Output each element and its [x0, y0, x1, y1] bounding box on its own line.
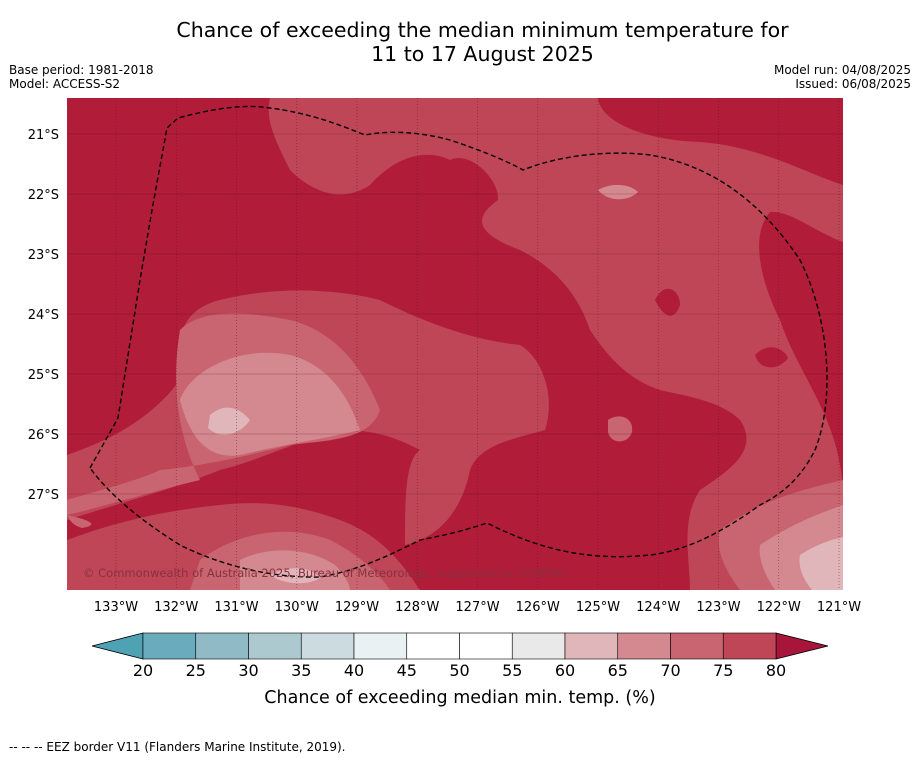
chart-title: Chance of exceeding the median minimum t…	[0, 18, 919, 66]
contour-75-80-top	[268, 98, 843, 590]
colorbar-tick-label: 50	[449, 661, 469, 680]
lon-tick-label: 122°W	[757, 600, 801, 615]
colorbar-tick-label: 25	[186, 661, 206, 680]
colorbar-segment	[511, 632, 566, 660]
title-line-2: 11 to 17 August 2025	[371, 42, 594, 66]
base-period: Base period: 1981-2018	[9, 63, 154, 77]
lon-tick-label: 128°W	[395, 600, 439, 615]
latitude-labels: 21°S 22°S 23°S 24°S 25°S 26°S 27°S	[28, 128, 59, 503]
lon-tick-label: 129°W	[335, 600, 379, 615]
contour-60-65-bottom	[270, 568, 320, 584]
contour-70-75-center	[608, 416, 633, 442]
lon-tick-label: 121°W	[817, 600, 861, 615]
meta-left: Base period: 1981-2018 Model: ACCESS-S2	[9, 63, 154, 91]
lat-tick-label: 22°S	[28, 188, 59, 203]
lat-tick-label: 21°S	[28, 128, 59, 143]
contour-80-spot-2	[755, 347, 788, 368]
lon-tick-label: 132°W	[154, 600, 198, 615]
lat-tick-label: 24°S	[28, 308, 59, 323]
contour-70-75-top-left	[67, 515, 92, 528]
lat-tick-label: 23°S	[28, 248, 59, 263]
colorbar-segment	[195, 632, 249, 660]
footer-legend: -- -- -- EEZ border V11 (Flanders Marine…	[9, 740, 346, 754]
colorbar-tick-label: 60	[555, 661, 575, 680]
lon-tick-label: 127°W	[455, 600, 499, 615]
lon-tick-label: 133°W	[94, 600, 138, 615]
lat-tick-label: 27°S	[28, 488, 59, 503]
colorbar-tick-label: 65	[608, 661, 628, 680]
lat-tick-label: 25°S	[28, 368, 59, 383]
colorbar-title: Chance of exceeding median min. temp. (%…	[264, 688, 655, 708]
colorbar-segment	[722, 632, 777, 660]
colorbar-tick-label: 40	[344, 661, 364, 680]
lon-tick-label: 124°W	[636, 600, 680, 615]
issued-date: Issued: 06/08/2025	[795, 77, 911, 91]
longitude-labels: 133°W 132°W 131°W 130°W 129°W 128°W 127°W 126°W…	[94, 600, 861, 615]
colorbar-segment	[670, 632, 724, 660]
colorbar-segment	[459, 632, 513, 660]
contour-80-spot-1	[655, 288, 680, 316]
model-name: Model: ACCESS-S2	[9, 77, 121, 91]
colorbar-tick-label: 75	[713, 661, 733, 680]
lon-tick-label: 131°W	[214, 600, 258, 615]
colorbar-segment	[300, 632, 355, 660]
colorbar-tick-label: 55	[502, 661, 522, 680]
map-area: © Commonwealth of Australia 2025, Bureau…	[67, 98, 843, 590]
model-run: Model run: 04/08/2025	[773, 63, 911, 77]
colorbar-segment	[564, 632, 619, 660]
lon-tick-label: 130°W	[275, 600, 319, 615]
colorbar-over-arrow	[775, 632, 829, 660]
colorbar-tick-label: 35	[291, 661, 311, 680]
meta-right: Model run: 04/08/2025 Issued: 06/08/2025	[774, 63, 911, 91]
colorbar-segment	[406, 632, 460, 660]
colorbar-tick-label: 80	[766, 661, 786, 680]
grid-lines	[67, 98, 843, 590]
colorbar-segment	[353, 632, 408, 660]
lon-tick-label: 123°W	[696, 600, 740, 615]
contour-60-65-inner	[208, 407, 250, 435]
lat-tick-label: 26°S	[28, 428, 59, 443]
colorbar-under-arrow	[91, 632, 144, 660]
title-line-1: Chance of exceeding the median minimum t…	[176, 18, 789, 42]
colorbar-segment	[248, 632, 302, 660]
colorbar-tick-label: 70	[660, 661, 680, 680]
colorbar-tick-label: 45	[397, 661, 417, 680]
lon-tick-label: 125°W	[576, 600, 620, 615]
lon-tick-label: 126°W	[516, 600, 560, 615]
colorbar-tick-label: 30	[238, 661, 258, 680]
colorbar-segment	[617, 632, 671, 660]
colorbar: 20 25 30 35 40 45 50 55 60 65 70 75 80	[91, 632, 829, 680]
copyright-notice: © Commonwealth of Australia 2025, Bureau…	[83, 566, 567, 580]
colorbar-tick-label: 20	[133, 661, 153, 680]
contour-60-65-right	[799, 537, 843, 590]
contour-65-70-top	[598, 184, 638, 200]
colorbar-segment	[142, 632, 197, 660]
